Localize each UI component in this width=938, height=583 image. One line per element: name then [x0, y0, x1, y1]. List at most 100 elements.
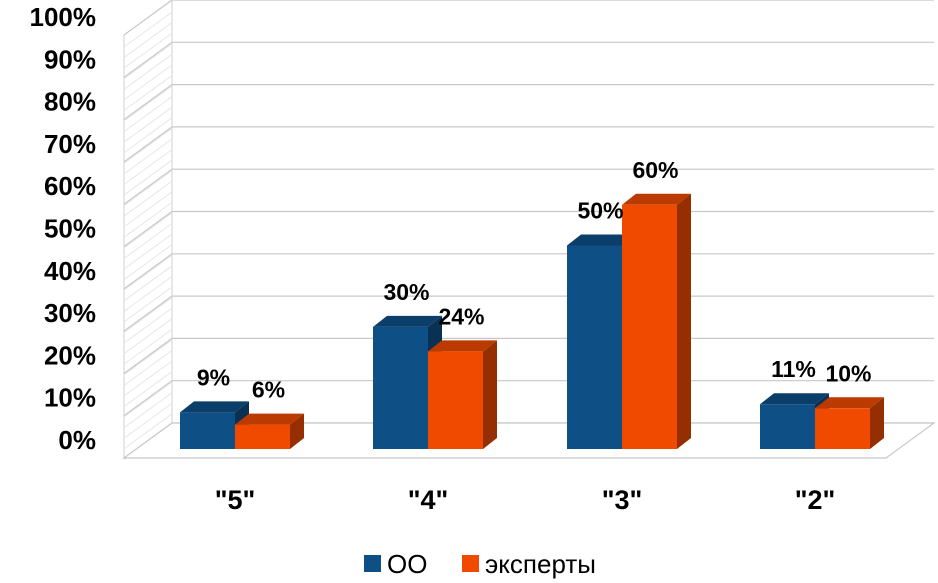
wall-hatch: [123, 127, 173, 164]
y-tick-label: 40%: [44, 256, 96, 286]
legend: ОО эксперты: [364, 549, 596, 579]
wall-hatch: [123, 371, 173, 407]
wall-hatch: [123, 96, 173, 133]
bar-front: [235, 424, 290, 449]
wall-hatch: [123, 286, 173, 323]
bar-experts: [815, 397, 884, 449]
data-label: 30%: [383, 279, 429, 305]
legend-label-experts: эксперты: [485, 549, 596, 579]
bar-side: [677, 193, 691, 449]
bar-oo: [180, 401, 249, 449]
wall-hatch: [123, 244, 173, 281]
wall-hatch: [123, 159, 173, 196]
category-label: "5": [215, 485, 256, 515]
wall-hatch: [123, 170, 173, 207]
wall-hatch: [123, 413, 173, 450]
wall-hatch: [123, 275, 173, 312]
wall-hatch: [123, 22, 173, 58]
wall-hatch: [123, 75, 173, 111]
wall-hatch: [123, 149, 173, 185]
bar-experts: [235, 413, 304, 449]
wall-hatch: [123, 223, 173, 259]
bar-top: [567, 234, 636, 246]
bar-front: [373, 326, 428, 449]
wall-hatch: [123, 328, 173, 365]
wall-hatch: [123, 85, 173, 122]
wall-hatch: [123, 201, 173, 238]
category-label: "2": [795, 485, 836, 515]
data-label: 11%: [771, 356, 816, 382]
bar-front: [567, 245, 622, 449]
y-tick-label: 50%: [44, 214, 96, 244]
gridline-diagonal: [123, 41, 173, 78]
wall-hatch: [123, 360, 173, 397]
bar-front: [815, 408, 870, 449]
floor: [122, 422, 936, 459]
gridline-diagonal: [123, 0, 173, 36]
gridline-diagonal: [123, 295, 173, 332]
wall-hatch: [123, 402, 173, 439]
wall-hatch: [123, 32, 173, 69]
wall-hatch: [123, 297, 173, 333]
data-label: 24%: [438, 303, 484, 329]
wall-hatch: [123, 318, 173, 355]
legend-swatch-oo: [364, 555, 381, 572]
bar-top: [235, 413, 304, 425]
bar-front: [180, 412, 235, 449]
wall-hatch: [123, 64, 173, 101]
category-label: "4": [408, 485, 449, 515]
wall-hatch: [123, 180, 173, 217]
wall-hatch: [123, 265, 173, 302]
bar-side: [483, 340, 497, 449]
y-tick-label: 80%: [44, 87, 96, 117]
data-label: 50%: [577, 198, 623, 224]
wall-hatch: [123, 191, 173, 228]
bar-top: [180, 401, 249, 413]
gridline-diagonal: [123, 84, 173, 121]
category-label: "3": [602, 485, 643, 515]
wall-hatch: [123, 233, 173, 270]
wall-hatch: [123, 106, 173, 143]
bar-top: [815, 397, 884, 409]
y-tick-label: 20%: [44, 340, 96, 370]
bar-side: [290, 413, 304, 449]
bar-top: [428, 340, 497, 352]
wall-hatch: [123, 339, 173, 376]
y-tick-label: 100%: [30, 2, 97, 32]
wall-hatch: [123, 392, 173, 429]
legend-label-oo: ОО: [387, 549, 427, 579]
wall-hatch: [123, 254, 173, 291]
y-tick-label: 30%: [44, 298, 96, 328]
bar-experts: [428, 340, 497, 449]
bars: [180, 193, 884, 449]
gridline-diagonal: [123, 168, 173, 205]
gridline-diagonal: [123, 126, 173, 163]
wall-hatch: [123, 349, 173, 386]
wall-hatch: [123, 212, 173, 249]
chart-grid: [122, 0, 936, 460]
wall-hatch: [123, 381, 173, 418]
data-label: 60%: [632, 157, 678, 183]
wall-hatch: [123, 53, 173, 90]
y-axis-ticks: 0% 10% 20% 30% 40% 50% 60% 70% 80% 90% 100%: [30, 2, 97, 455]
wall-hatch: [123, 43, 173, 80]
gridline-diagonal: [123, 337, 173, 374]
bar-front: [428, 351, 483, 449]
y-tick-label: 0%: [58, 425, 96, 455]
y-tick-label: 60%: [44, 171, 96, 201]
data-label: 10%: [825, 360, 871, 386]
y-tick-label: 90%: [44, 44, 96, 74]
legend-swatch-experts: [462, 555, 479, 572]
wall-hatch: [123, 11, 173, 48]
y-tick-label: 70%: [44, 129, 96, 159]
bar-experts: [622, 193, 691, 449]
bar-side: [870, 397, 884, 449]
wall-hatch: [123, 307, 173, 344]
x-axis-categories: "5" "4" "3" "2": [215, 485, 836, 515]
bar-front: [622, 204, 677, 449]
gridline-diagonal: [123, 253, 173, 290]
gridline-diagonal: [123, 380, 173, 417]
bar-top: [760, 393, 829, 405]
data-label: 9%: [197, 364, 230, 390]
